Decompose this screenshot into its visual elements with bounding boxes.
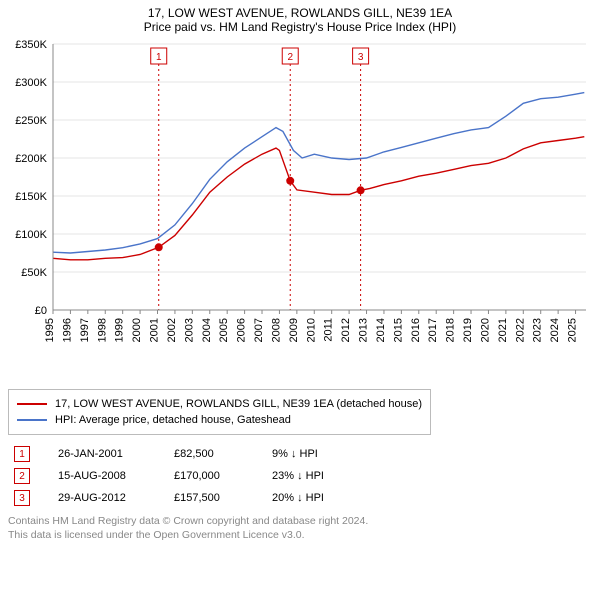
footnote: Contains HM Land Registry data © Crown c… [8,515,592,542]
x-tick-label: 2012 [340,318,352,342]
x-tick-label: 2014 [375,318,387,342]
x-tick-label: 1997 [79,318,91,342]
chart-title-block: 17, LOW WEST AVENUE, ROWLANDS GILL, NE39… [8,6,592,34]
sale-delta: 23% ↓ HPI [272,470,352,482]
x-tick-label: 2001 [149,318,161,342]
x-tick-label: 2003 [183,318,195,342]
chart-area: £0 £50K £100K £150K £200K £250K £300K £350K 1 2 3 1… [8,38,592,383]
x-tick-label: 2005 [218,318,230,342]
sale-marker-label: 1 [156,52,162,63]
sale-price: £82,500 [174,448,244,460]
x-tick-label: 2008 [270,318,282,342]
x-tick-label: 1995 [44,318,56,342]
x-tick-label: 2010 [305,318,317,342]
x-tick-label: 2006 [236,318,248,342]
sale-dot [357,186,365,194]
legend-label: HPI: Average price, detached house, Gate… [55,412,291,428]
sale-delta: 20% ↓ HPI [272,492,352,504]
x-tick-label: 2020 [479,318,491,342]
x-tick-label: 1996 [61,318,73,342]
y-tick-label: £350K [15,39,47,51]
x-tick-label: 2017 [427,318,439,342]
legend-row: 17, LOW WEST AVENUE, ROWLANDS GILL, NE39… [17,396,422,412]
x-tick-label: 2018 [445,318,457,342]
x-tick-label: 2019 [462,318,474,342]
sale-marker-box: 3 [14,490,30,506]
legend-swatch [17,419,47,421]
sale-dot [155,243,163,251]
sale-row: 3 29-AUG-2012 £157,500 20% ↓ HPI [8,487,592,509]
page-root: 17, LOW WEST AVENUE, ROWLANDS GILL, NE39… [0,0,600,548]
legend: 17, LOW WEST AVENUE, ROWLANDS GILL, NE39… [8,389,431,435]
legend-row: HPI: Average price, detached house, Gate… [17,412,422,428]
x-tick-label: 2016 [410,318,422,342]
x-tick-label: 2002 [166,318,178,342]
x-tick-label: 2011 [323,318,335,342]
y-tick-label: £300K [15,77,47,89]
x-tick-label: 2021 [497,318,509,342]
sale-date: 15-AUG-2008 [58,470,146,482]
footnote-line-1: Contains HM Land Registry data © Crown c… [8,515,592,529]
x-tick-label: 2013 [358,318,370,342]
sale-marker-box: 1 [14,446,30,462]
sale-price: £170,000 [174,470,244,482]
x-tick-label: 2023 [532,318,544,342]
sale-date: 26-JAN-2001 [58,448,146,460]
title-line-2: Price paid vs. HM Land Registry's House … [8,20,592,34]
sale-marker-label: 2 [287,52,293,63]
footnote-line-2: This data is licensed under the Open Gov… [8,529,592,543]
x-tick-label: 2009 [288,318,300,342]
x-tick-label: 2025 [567,318,579,342]
sale-price: £157,500 [174,492,244,504]
x-tick-label: 2000 [131,318,143,342]
x-tick-label: 2024 [549,318,561,342]
x-tick-label: 1999 [114,318,126,342]
x-tick-label: 2022 [514,318,526,342]
sale-marker-label: 3 [358,52,364,63]
sale-row: 2 15-AUG-2008 £170,000 23% ↓ HPI [8,465,592,487]
x-tick-label: 2015 [392,318,404,342]
y-tick-label: £100K [15,229,47,241]
legend-swatch [17,403,47,405]
x-tick-label: 1998 [96,318,108,342]
x-tick-label: 2004 [201,318,213,342]
y-tick-label: £200K [15,153,47,165]
sale-delta: 9% ↓ HPI [272,448,352,460]
title-line-1: 17, LOW WEST AVENUE, ROWLANDS GILL, NE39… [8,6,592,20]
y-tick-label: £150K [15,191,47,203]
sale-row: 1 26-JAN-2001 £82,500 9% ↓ HPI [8,443,592,465]
sale-date: 29-AUG-2012 [58,492,146,504]
y-tick-label: £250K [15,115,47,127]
y-tick-label: £50K [21,267,47,279]
sale-dot [286,177,294,185]
y-tick-label: £0 [35,305,47,317]
x-tick-label: 2007 [253,318,265,342]
sale-marker-box: 2 [14,468,30,484]
price-chart: £0 £50K £100K £150K £200K £250K £300K £350K 1 2 3 1… [8,38,592,378]
sales-table: 1 26-JAN-2001 £82,500 9% ↓ HPI 2 15-AUG-2008 £… [8,443,592,509]
legend-label: 17, LOW WEST AVENUE, ROWLANDS GILL, NE39… [55,396,422,412]
